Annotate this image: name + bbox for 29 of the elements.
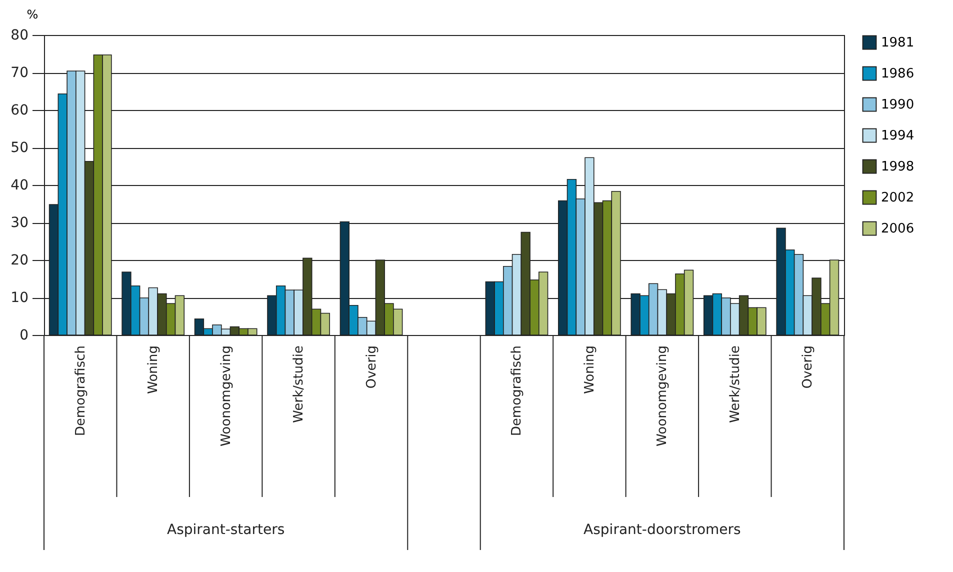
x-tick-label: Woning	[582, 346, 598, 394]
legend-label: 1981	[881, 36, 914, 50]
y-tick-label: 0	[20, 328, 28, 344]
text: Aspirant-starters	[166, 522, 285, 538]
y-tick-label: 40	[10, 178, 28, 194]
x-tick-label: Werk/studie	[728, 346, 743, 423]
legend-label: 1994	[881, 128, 914, 144]
y-tick-label: 20	[10, 252, 28, 268]
legend-label: 2006	[881, 222, 914, 236]
legend-label: 1986	[881, 66, 914, 82]
x-tick-label: Woonomgeving	[655, 346, 670, 446]
y-tick-label: 80	[10, 28, 28, 44]
y-tick-label: 70	[10, 65, 28, 81]
y-tick-label: 30	[10, 215, 28, 231]
y-axis-title: %	[26, 8, 38, 22]
x-tick-label: Werk/studie	[292, 346, 307, 423]
legend-label: 1990	[881, 98, 914, 112]
x-tick-label: Woning	[146, 346, 162, 394]
y-tick-label: 50	[10, 140, 28, 156]
x-tick-label: Demografisch	[73, 346, 88, 436]
x-tick-label: Demografisch	[510, 346, 525, 436]
text: Aspirant-doorstromers	[584, 522, 741, 538]
y-tick-label: 10	[10, 290, 28, 306]
y-tick-label: 60	[10, 102, 28, 118]
legend-label: 2002	[881, 190, 914, 206]
x-tick-label: Woonomgeving	[218, 346, 234, 446]
legend-label: 1998	[881, 160, 914, 174]
x-tick-label: Overig	[364, 346, 380, 389]
x-tick-label: Overig	[800, 346, 816, 389]
